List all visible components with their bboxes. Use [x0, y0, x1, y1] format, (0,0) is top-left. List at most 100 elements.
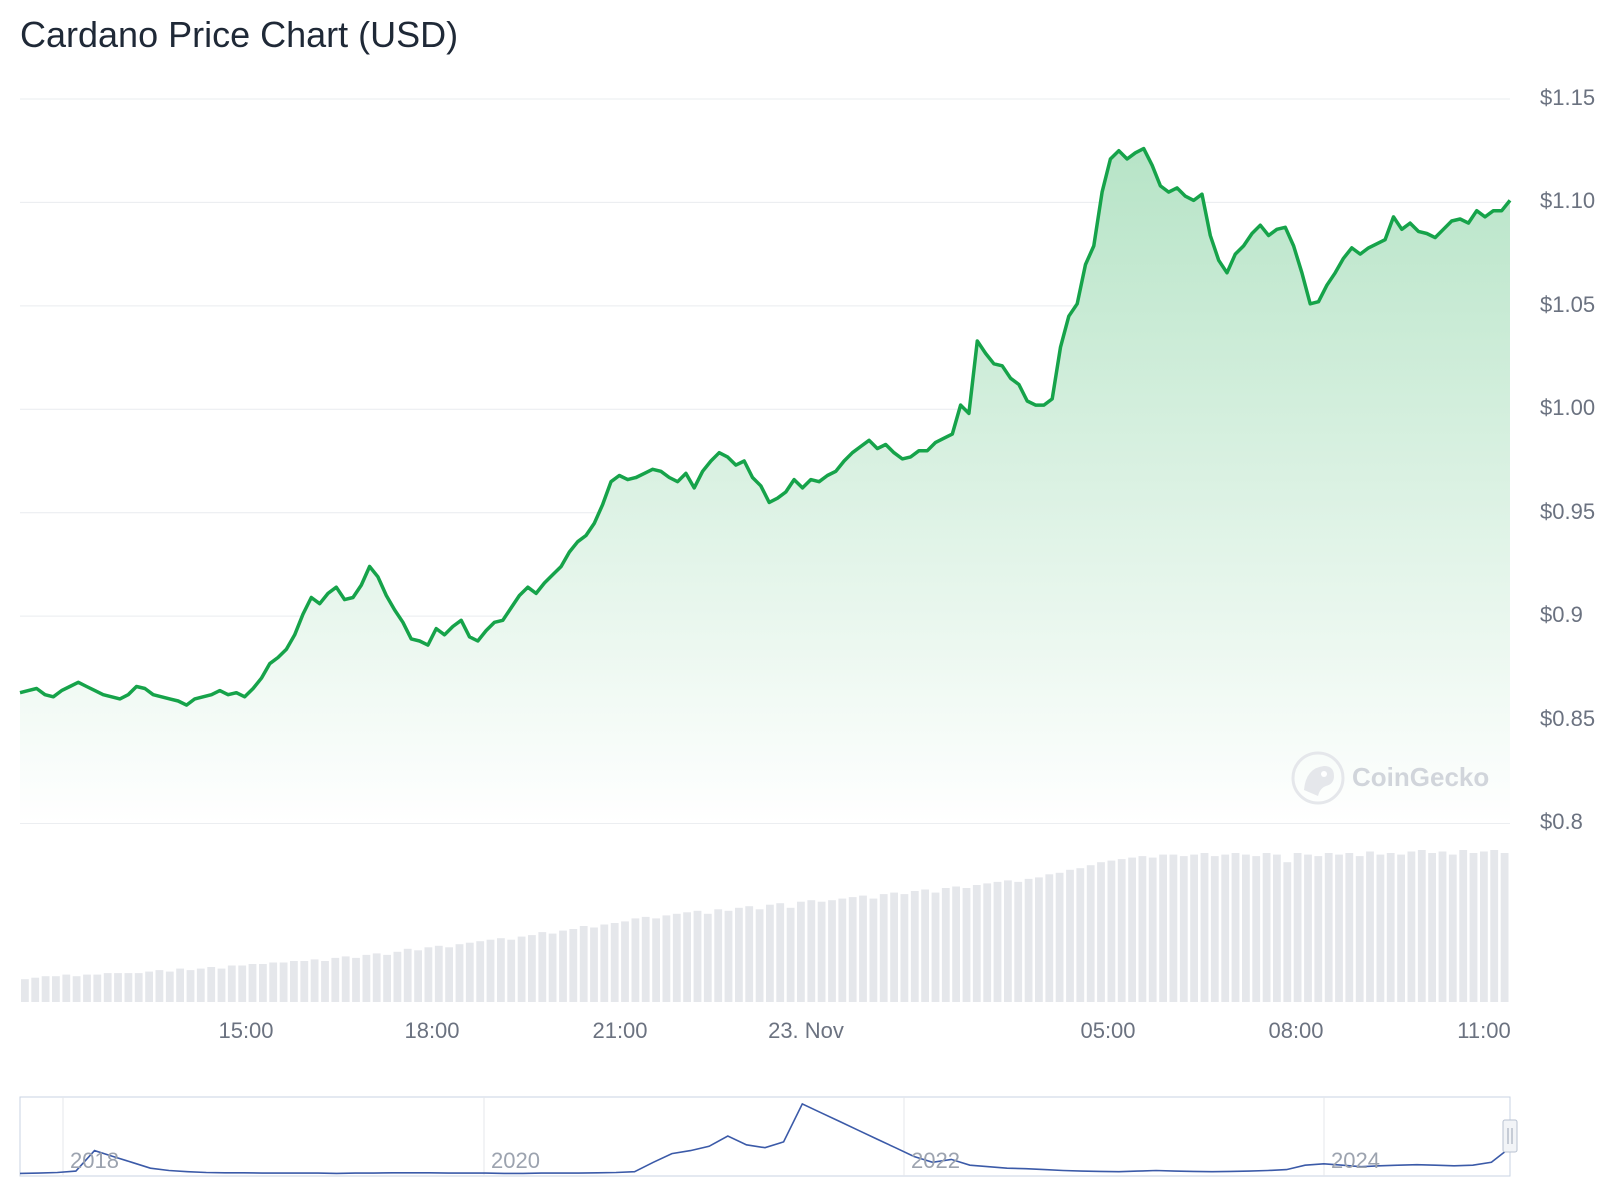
volume-bar [631, 918, 640, 1002]
volume-bar [207, 967, 216, 1002]
volume-bar [476, 941, 485, 1002]
volume-bar [1252, 856, 1261, 1002]
volume-bar [321, 961, 329, 1002]
volume-bar [962, 888, 971, 1002]
volume-bar [1273, 854, 1281, 1002]
volume-bar [993, 881, 1002, 1002]
volume-bar [817, 901, 826, 1002]
volume-bar [372, 953, 381, 1002]
volume-bar [269, 962, 278, 1002]
volume-bar [538, 932, 547, 1002]
volume-bar [1355, 856, 1364, 1002]
volume-bar [1045, 874, 1054, 1002]
volume-bar [1386, 853, 1395, 1002]
volume-bar [838, 898, 847, 1002]
volume-bar [1200, 853, 1209, 1002]
price-line[interactable] [19, 146, 1512, 707]
volume-bar [693, 910, 702, 1002]
volume-bar [1035, 877, 1043, 1002]
volume-bar [1107, 860, 1116, 1002]
volume-bar [972, 885, 981, 1002]
volume-bar [910, 891, 919, 1002]
volume-bar [1417, 850, 1426, 1002]
volume-bar [797, 901, 805, 1002]
volume-bar [83, 974, 91, 1002]
volume-bar [1376, 854, 1385, 1002]
volume-bar [807, 900, 816, 1002]
volume-bar [1169, 854, 1178, 1002]
volume-bar [952, 886, 960, 1002]
volume-bar [1448, 854, 1457, 1002]
volume-bar [279, 962, 288, 1002]
volume-bar [652, 918, 660, 1002]
volume-bar [879, 894, 888, 1002]
navigator-handle[interactable] [1502, 1119, 1518, 1153]
navigator-line [19, 1102, 1511, 1175]
volume-bar [93, 974, 102, 1002]
volume-bar [414, 950, 422, 1002]
volume-bar [848, 897, 857, 1002]
volume-bar [683, 912, 691, 1002]
volume-bar [1004, 880, 1012, 1002]
navigator-year-label: 2018 [70, 1148, 119, 1173]
x-tick-label: 18:00 [404, 1018, 460, 1043]
volume-bar [1500, 853, 1509, 1002]
volume-bar [41, 976, 50, 1002]
volume-bar [486, 939, 495, 1002]
volume-bar [434, 945, 443, 1002]
volume-bar [310, 959, 319, 1002]
volume-bar [1014, 881, 1023, 1002]
volume-bar [1190, 854, 1198, 1002]
volume-bar [227, 965, 236, 1002]
price-area-fill [20, 148, 1510, 824]
volume-bar [517, 936, 526, 1002]
volume-bar [600, 924, 609, 1002]
volume-bar [1480, 851, 1488, 1002]
volume-bar [341, 956, 350, 1002]
volume-bar [1335, 854, 1343, 1002]
volume-bar [217, 968, 226, 1002]
volume-bar [134, 973, 143, 1002]
x-tick-label: 15:00 [218, 1018, 274, 1043]
x-tick-label: 21:00 [592, 1018, 648, 1043]
volume-bar [238, 965, 247, 1002]
volume-bar [1210, 856, 1219, 1002]
volume-bar [1459, 850, 1468, 1002]
volume-bar [1366, 851, 1374, 1002]
volume-bar [259, 964, 267, 1002]
navigator-frame [19, 1096, 1511, 1177]
navigator[interactable] [19, 1096, 1518, 1177]
volume-bar [869, 898, 878, 1002]
volume-bar [528, 935, 536, 1002]
volume-bar [424, 947, 433, 1002]
volume-bar [559, 930, 567, 1002]
volume-bar [300, 961, 309, 1002]
y-tick-label: $0.95 [1540, 498, 1596, 524]
volume-bar [1066, 869, 1074, 1002]
y-tick-label: $0.9 [1540, 602, 1583, 628]
volume-bar [610, 923, 619, 1002]
volume-bar [1097, 862, 1105, 1002]
volume-bar [1024, 878, 1033, 1002]
volume-bar [703, 913, 712, 1002]
y-tick-label: $1.00 [1540, 395, 1596, 421]
volume-bar [1138, 856, 1147, 1002]
volume-bar [941, 888, 950, 1002]
volume-bar [362, 954, 371, 1002]
x-tick-label: 08:00 [1268, 1018, 1324, 1043]
volume-bar [1128, 857, 1136, 1002]
volume-bar [1407, 851, 1416, 1002]
volume-bar [921, 889, 929, 1002]
volume-bar [1283, 862, 1292, 1002]
volume-bar [455, 944, 464, 1002]
volume-bar [900, 894, 909, 1002]
volume-bar [590, 927, 598, 1002]
x-tick-label: 05:00 [1080, 1018, 1136, 1043]
volume-bar [1428, 853, 1436, 1002]
volume-bar [403, 948, 412, 1002]
volume-bar [548, 933, 557, 1002]
volume-bar [290, 961, 298, 1002]
volume-bar [828, 900, 836, 1002]
volume-bar [1345, 853, 1354, 1002]
